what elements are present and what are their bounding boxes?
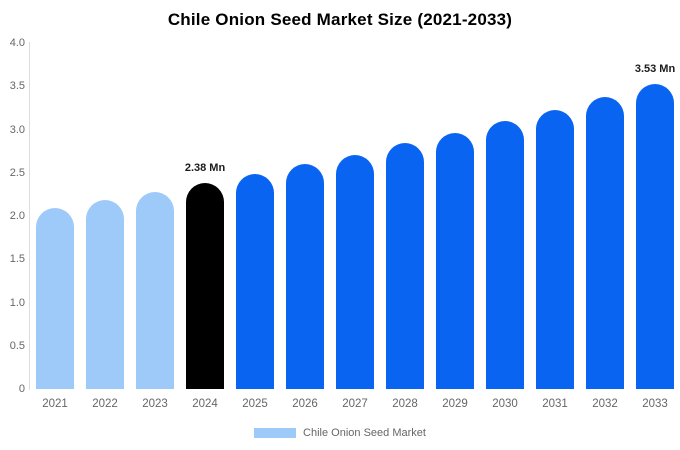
y-tick-label: 1.5 (9, 253, 25, 266)
chart-title: Chile Onion Seed Market Size (2021-2033) (167, 10, 513, 29)
y-tick-label: 2.5 (9, 166, 25, 179)
y-tick-label: 4.0 (9, 37, 25, 49)
bar-2021 (36, 208, 74, 389)
x-tick-label-2028: 2028 (392, 398, 418, 410)
y-tick-label: 1.0 (9, 296, 25, 309)
legend-swatch (254, 428, 297, 438)
bar-2032 (586, 96, 624, 389)
x-tick-label-2024: 2024 (192, 398, 218, 410)
y-tick-label: 2.0 (9, 210, 25, 222)
y-tick-label: 3.0 (9, 123, 25, 136)
bar-2023 (136, 191, 174, 389)
bar-2031 (536, 109, 574, 389)
bar-2022 (86, 200, 124, 389)
bar-2030 (486, 120, 524, 389)
y-tick-label: 0 (18, 383, 25, 395)
x-tick-label-2026: 2026 (292, 398, 318, 410)
x-tick-label-2029: 2029 (442, 398, 468, 410)
x-tick-label-2025: 2025 (242, 398, 268, 410)
x-tick-label-2033: 2033 (642, 398, 668, 410)
bar-2026 (286, 164, 324, 389)
value-annotation-2033: 3.53 Mn (634, 62, 676, 75)
legend-label: Chile Onion Seed Market (303, 427, 426, 439)
x-tick-label-2032: 2032 (592, 398, 618, 410)
x-tick-label-2023: 2023 (142, 398, 168, 410)
x-tick-label-2030: 2030 (492, 398, 518, 410)
bar-2033 (636, 83, 674, 389)
legend: Chile Onion Seed Market (0, 427, 680, 439)
bar-2025 (236, 173, 274, 389)
x-tick-label-2021: 2021 (42, 398, 68, 410)
bar-2024 (186, 183, 224, 389)
x-tick-label-2031: 2031 (542, 398, 568, 410)
bar-2027 (336, 154, 374, 389)
x-tick-label-2022: 2022 (92, 398, 118, 410)
bar-2028 (386, 143, 424, 389)
y-tick-label: 3.5 (9, 80, 25, 93)
x-tick-label-2027: 2027 (342, 398, 368, 410)
y-tick-label: 0.5 (9, 339, 25, 352)
y-axis-line (29, 42, 30, 390)
bar-2029 (436, 132, 474, 389)
value-annotation-2024: 2.38 Mn (184, 162, 226, 175)
